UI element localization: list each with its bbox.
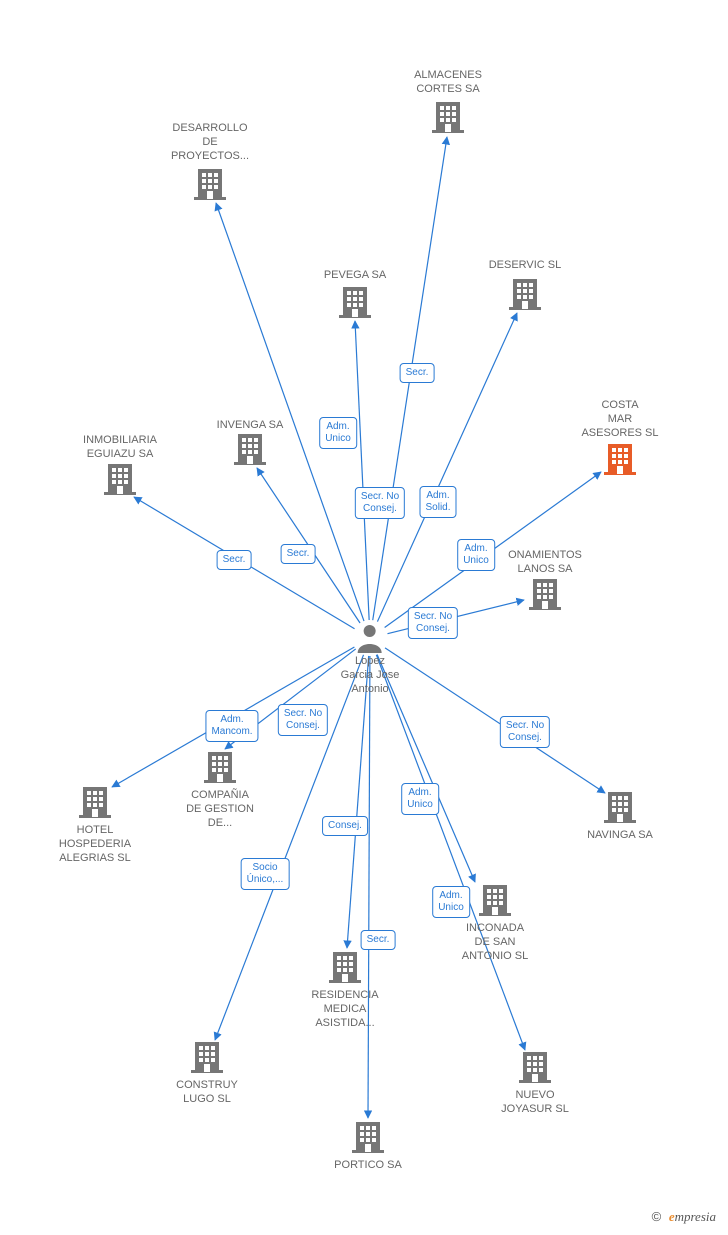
company-node-costamar[interactable]	[602, 440, 638, 476]
building-icon	[327, 948, 363, 984]
company-label-text: INMOBILIARIA EGUIAZU SA	[60, 434, 180, 462]
company-label-text: ONAMIENTOS LANOS SA	[485, 549, 605, 577]
company-label-text: PORTICO SA	[308, 1159, 428, 1173]
company-node-nuevo[interactable]	[517, 1048, 553, 1084]
company-node-onamientos[interactable]	[527, 575, 563, 611]
company-label-text: DESARROLLO DE PROYECTOS...	[150, 122, 270, 163]
building-icon	[602, 440, 638, 476]
company-node-desarrollo[interactable]	[192, 165, 228, 201]
diagram-canvas: Lopez Garcia Jose Antonio DESARROLLO DE …	[0, 0, 728, 1235]
company-label-hotel: HOTEL HOSPEDERIA ALEGRIAS SL	[35, 820, 155, 865]
company-label-residencia: RESIDENCIA MEDICA ASISTIDA...	[285, 985, 405, 1030]
company-node-portico[interactable]	[350, 1118, 386, 1154]
company-label-portico: PORTICO SA	[308, 1155, 428, 1173]
building-icon	[77, 783, 113, 819]
edge-label-portico[interactable]: Secr.	[361, 930, 396, 950]
company-label-nuevo: NUEVO JOYASUR SL	[475, 1085, 595, 1117]
building-icon	[517, 1048, 553, 1084]
building-icon	[202, 748, 238, 784]
building-icon	[232, 430, 268, 466]
building-icon	[350, 1118, 386, 1154]
company-node-hotel[interactable]	[77, 783, 113, 819]
building-icon	[192, 165, 228, 201]
building-icon	[477, 881, 513, 917]
company-label-desarrollo: DESARROLLO DE PROYECTOS...	[150, 118, 270, 163]
company-label-rinconada: INCONADA DE SAN ANTONIO SL	[435, 918, 555, 963]
brand-rest: mpresia	[675, 1209, 716, 1224]
company-label-text: DESERVIC SL	[465, 259, 585, 273]
company-label-text: INVENGA SA	[190, 419, 310, 433]
company-label-text: COSTA MAR ASESORES SL	[560, 399, 680, 440]
company-node-almacenes[interactable]	[430, 98, 466, 134]
company-label-text: COMPAÑIA DE GESTION DE...	[160, 789, 280, 830]
company-node-inmobiliaria[interactable]	[102, 460, 138, 496]
company-label-text: HOTEL HOSPEDERIA ALEGRIAS SL	[35, 824, 155, 865]
edge-label-invenga[interactable]: Secr.	[281, 544, 316, 564]
edge-label-hotel[interactable]: Adm. Mancom.	[205, 710, 258, 742]
center-person-label: Lopez Garcia Jose Antonio	[341, 655, 400, 696]
edge-label-nuevo[interactable]: Adm. Unico	[432, 886, 470, 918]
person-icon	[356, 623, 384, 653]
company-node-invenga[interactable]	[232, 430, 268, 466]
company-label-text: NUEVO JOYASUR SL	[475, 1089, 595, 1117]
company-label-text: NAVINGA SA	[560, 829, 680, 843]
edge-label-construy[interactable]: Socio Único,...	[241, 858, 290, 890]
edge-label-deservic[interactable]: Adm. Solid.	[419, 486, 456, 518]
company-node-deservic[interactable]	[507, 275, 543, 311]
building-icon	[337, 283, 373, 319]
building-icon	[189, 1038, 225, 1074]
edge-label-navinga[interactable]: Secr. No Consej.	[500, 716, 550, 748]
company-node-construy[interactable]	[189, 1038, 225, 1074]
company-node-residencia[interactable]	[327, 948, 363, 984]
edge-label-rinconada[interactable]: Adm. Unico	[401, 783, 439, 815]
edge-label-residencia[interactable]: Consej.	[322, 816, 368, 836]
company-label-deservic: DESERVIC SL	[465, 255, 585, 273]
company-label-onamientos: ONAMIENTOS LANOS SA	[485, 545, 605, 577]
copyright-symbol: ©	[652, 1209, 662, 1224]
company-label-text: PEVEGA SA	[295, 269, 415, 283]
edge-label-almacenes[interactable]: Secr.	[400, 363, 435, 383]
company-node-rinconada[interactable]	[477, 881, 513, 917]
company-node-compania[interactable]	[202, 748, 238, 784]
building-icon	[102, 460, 138, 496]
company-label-navinga: NAVINGA SA	[560, 825, 680, 843]
company-label-text: INCONADA DE SAN ANTONIO SL	[435, 922, 555, 963]
company-label-construy: CONSTRUY LUGO SL	[147, 1075, 267, 1107]
edge-label-costamar[interactable]: Adm. Unico	[457, 539, 495, 571]
company-label-inmobiliaria: INMOBILIARIA EGUIAZU SA	[60, 430, 180, 462]
company-label-almacenes: ALMACENES CORTES SA	[388, 65, 508, 97]
company-label-text: RESIDENCIA MEDICA ASISTIDA...	[285, 989, 405, 1030]
company-label-invenga: INVENGA SA	[190, 415, 310, 433]
footer-credit: © empresia	[652, 1209, 716, 1225]
company-node-pevega[interactable]	[337, 283, 373, 319]
edge-label-onamientos[interactable]: Secr. No Consej.	[408, 607, 458, 639]
company-label-pevega: PEVEGA SA	[295, 265, 415, 283]
edge-label-pevega[interactable]: Adm. Unico	[319, 417, 357, 449]
center-person[interactable]: Lopez Garcia Jose Antonio	[341, 623, 400, 696]
company-label-text: CONSTRUY LUGO SL	[147, 1079, 267, 1107]
building-icon	[602, 788, 638, 824]
building-icon	[430, 98, 466, 134]
edge-label-extra-0[interactable]: Secr. No Consej.	[355, 487, 405, 519]
edges-layer	[0, 0, 728, 1235]
company-node-navinga[interactable]	[602, 788, 638, 824]
company-label-compania: COMPAÑIA DE GESTION DE...	[160, 785, 280, 830]
company-label-costamar: COSTA MAR ASESORES SL	[560, 395, 680, 440]
building-icon	[527, 575, 563, 611]
edge-label-compania[interactable]: Secr. No Consej.	[278, 704, 328, 736]
edge-label-inmobiliaria[interactable]: Secr.	[217, 550, 252, 570]
company-label-text: ALMACENES CORTES SA	[388, 69, 508, 97]
building-icon	[507, 275, 543, 311]
